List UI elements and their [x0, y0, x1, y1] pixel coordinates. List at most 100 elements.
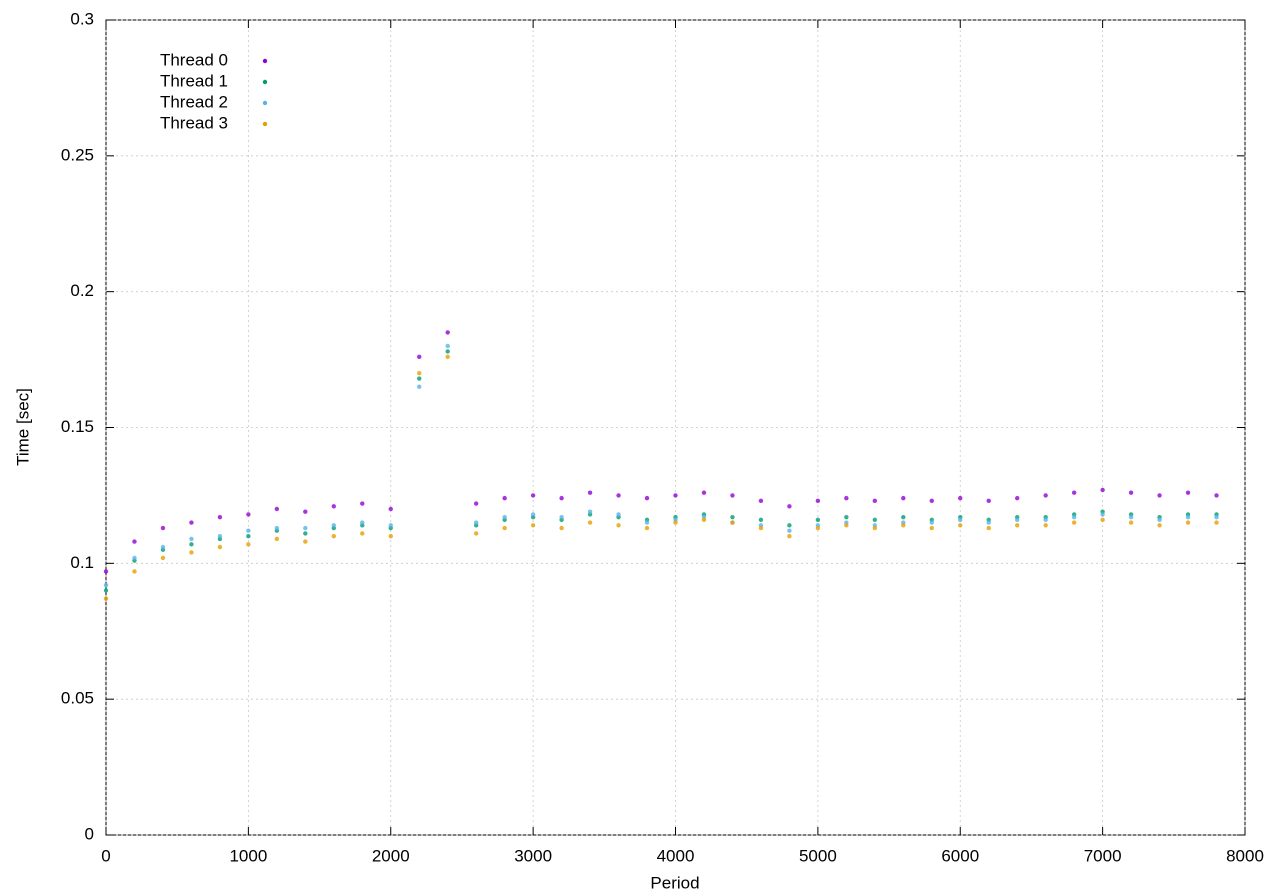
data-point	[701, 490, 707, 495]
data-point	[502, 525, 507, 531]
legend-label: Thread 1	[160, 71, 228, 90]
data-point	[1214, 520, 1219, 525]
data-point	[872, 525, 878, 531]
data-point	[417, 370, 422, 376]
data-point	[274, 525, 280, 531]
y-axis-label: Time [sec]	[13, 388, 32, 466]
legend-marker	[262, 100, 268, 106]
data-point	[217, 544, 223, 550]
data-point	[303, 539, 308, 544]
data-point	[644, 495, 650, 501]
data-point	[958, 523, 963, 528]
data-point	[616, 512, 621, 517]
data-point	[872, 517, 878, 523]
data-point	[815, 525, 821, 531]
data-point	[1100, 517, 1105, 523]
x-tick-label: 7000	[1084, 846, 1122, 865]
data-point	[986, 498, 991, 504]
data-point	[1185, 520, 1191, 525]
data-point	[929, 498, 934, 504]
data-point	[417, 354, 422, 360]
legend-marker	[262, 79, 268, 85]
data-point	[1100, 487, 1105, 493]
data-point	[360, 520, 365, 525]
data-point	[217, 514, 223, 520]
data-point	[473, 520, 479, 525]
data-point	[559, 525, 564, 531]
data-point	[160, 555, 166, 561]
data-point	[530, 523, 536, 528]
data-point	[103, 569, 109, 574]
data-point	[189, 536, 194, 542]
data-point	[1015, 495, 1020, 501]
data-point	[559, 495, 564, 501]
y-tick-label: 0.15	[61, 417, 94, 436]
data-point	[587, 490, 593, 495]
data-point	[673, 493, 678, 498]
data-point	[872, 498, 878, 504]
x-tick-label: 2000	[372, 846, 410, 865]
data-point	[103, 588, 109, 593]
data-point	[1157, 523, 1162, 528]
data-point	[758, 525, 764, 531]
data-point	[388, 523, 393, 528]
data-point	[1157, 517, 1162, 523]
data-point	[1043, 493, 1048, 498]
legend-marker	[262, 58, 268, 64]
x-tick-label: 5000	[799, 846, 837, 865]
data-point	[1015, 517, 1020, 523]
data-point	[160, 525, 166, 531]
data-point	[388, 506, 393, 512]
data-point	[388, 533, 393, 539]
legend-marker	[262, 121, 268, 127]
data-point	[331, 504, 336, 509]
data-point	[844, 495, 849, 501]
data-point	[559, 514, 564, 520]
data-point	[360, 501, 365, 506]
data-point	[246, 533, 251, 539]
y-tick-label: 0.2	[70, 281, 94, 300]
data-point	[530, 512, 536, 517]
data-point	[929, 525, 934, 531]
data-point	[1071, 490, 1077, 495]
data-point	[1071, 514, 1077, 520]
data-point	[1214, 514, 1219, 520]
data-point	[502, 514, 507, 520]
data-point	[502, 495, 507, 501]
data-point	[1214, 493, 1219, 498]
data-point	[217, 533, 223, 539]
y-tick-label: 0.25	[61, 145, 94, 164]
data-point	[1043, 523, 1048, 528]
data-point	[331, 533, 336, 539]
data-point	[730, 520, 735, 525]
data-point	[758, 517, 764, 523]
data-point	[986, 525, 991, 531]
y-tick-label: 0.1	[70, 553, 94, 572]
data-point	[445, 354, 450, 360]
data-point	[189, 520, 194, 525]
data-point	[901, 495, 906, 501]
data-point	[787, 523, 792, 528]
data-point	[132, 539, 137, 544]
data-point	[132, 555, 137, 561]
data-point	[901, 523, 906, 528]
data-point	[445, 343, 450, 349]
legend-label: Thread 2	[160, 92, 228, 111]
data-point	[730, 514, 735, 520]
data-point	[189, 542, 194, 547]
data-point	[1185, 490, 1191, 495]
data-point	[644, 525, 650, 531]
x-axis-label: Period	[650, 873, 699, 892]
data-point	[417, 376, 422, 381]
data-point	[160, 544, 166, 550]
data-point	[1043, 517, 1048, 523]
data-point	[303, 531, 308, 536]
data-point	[587, 520, 593, 525]
data-point	[246, 528, 251, 533]
data-point	[1071, 520, 1077, 525]
x-tick-label: 1000	[229, 846, 267, 865]
data-point	[673, 520, 678, 525]
data-point	[787, 504, 792, 509]
data-point	[787, 533, 792, 539]
